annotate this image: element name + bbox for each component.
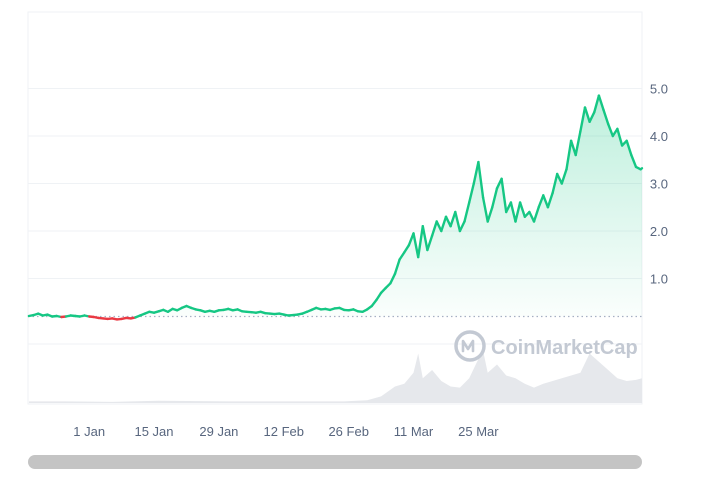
coinmarketcap-watermark: CoinMarketCap [454, 330, 638, 362]
price-line-segment [588, 110, 596, 124]
price-line-segment [518, 201, 526, 219]
price-line-segment [481, 196, 489, 223]
price-line-segment [579, 106, 587, 133]
price-area-fill [28, 95, 642, 317]
x-tick-label: 15 Jan [134, 424, 173, 439]
volume-area [28, 350, 642, 403]
price-line-segment [551, 172, 559, 195]
price-line-segment [417, 224, 424, 259]
price-line-segment [542, 194, 550, 209]
y-tick-label: 3.0 [650, 177, 668, 192]
price-line-segment [593, 94, 601, 114]
y-tick-label: 5.0 [650, 82, 668, 97]
price-line-segment [583, 106, 591, 124]
price-line-segment [556, 172, 563, 185]
price-line-segment [370, 298, 378, 308]
price-line-segment [500, 177, 508, 214]
price-line-segment [560, 168, 568, 185]
price-line-segment [569, 139, 577, 157]
price-line-segment [444, 215, 452, 228]
x-tick-label: 26 Feb [328, 424, 368, 439]
price-line-segment [412, 232, 420, 259]
price-line-segment [468, 182, 475, 204]
y-axis-ticks: 1.0 2.0 3.0 4.0 5.0 [650, 82, 668, 287]
volume-area-group [28, 350, 642, 403]
price-line-segment [435, 220, 443, 233]
price-line-segment [565, 139, 573, 171]
x-tick-label: 1 Jan [73, 424, 105, 439]
price-line-segment [514, 201, 522, 223]
price-line-segment [597, 94, 605, 112]
x-tick-label: 11 Mar [394, 424, 434, 439]
price-line-group [27, 94, 644, 321]
price-line-segment [639, 167, 644, 171]
price-line-segment [616, 127, 624, 147]
price-line-segment [546, 191, 554, 209]
price-line-segment [421, 224, 429, 252]
price-line-segment [491, 187, 499, 209]
coinmarketcap-logo-icon [454, 330, 486, 362]
price-line-segment [375, 291, 383, 302]
x-tick-label: 12 Feb [264, 424, 304, 439]
price-line-segment [528, 210, 536, 223]
price-line-segment [449, 210, 457, 228]
price-line-segment [403, 243, 411, 254]
price-line-segment [532, 205, 540, 223]
price-line-segment [486, 205, 494, 223]
x-tick-label: 29 Jan [199, 424, 238, 439]
y-tick-label: 4.0 [650, 129, 668, 144]
price-line-segment [625, 139, 633, 157]
price-line-segment [477, 160, 485, 199]
price-line-segment [537, 194, 545, 209]
price-line-segment [602, 108, 610, 126]
price-line-segment [440, 215, 448, 233]
price-line-segment [607, 122, 614, 138]
price-line-segment [430, 220, 438, 238]
watermark-text: CoinMarketCap [491, 337, 638, 359]
price-line-segment [472, 160, 480, 185]
price-line-segment [463, 201, 471, 223]
y-tick-label: 2.0 [650, 224, 668, 239]
price-line-segment [389, 272, 397, 285]
price-line-segment [426, 234, 434, 252]
price-area-group [28, 95, 642, 317]
price-line-segment [509, 201, 517, 223]
price-line-segment [574, 130, 582, 157]
chart-scrollbar[interactable] [28, 455, 642, 469]
coinmarketcap-logo-mark [461, 339, 475, 353]
x-axis-ticks: 1 Jan 15 Jan 29 Jan 12 Feb 26 Feb 11 Mar 25 Ma… [73, 424, 499, 439]
y-tick-label: 1.0 [650, 272, 668, 287]
price-line-segment [454, 210, 462, 233]
price-line-segment [630, 153, 638, 169]
price-line-segment [398, 251, 406, 261]
price-line-segment [393, 258, 401, 275]
x-tick-label: 25 Mar [458, 424, 499, 439]
price-line-segment [458, 220, 466, 233]
